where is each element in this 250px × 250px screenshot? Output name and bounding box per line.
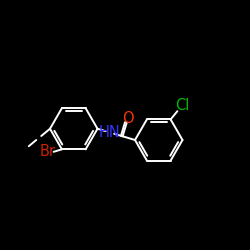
Text: Br: Br (40, 144, 56, 159)
Text: HN: HN (99, 125, 121, 140)
Text: Cl: Cl (175, 98, 189, 113)
Text: O: O (122, 111, 134, 126)
